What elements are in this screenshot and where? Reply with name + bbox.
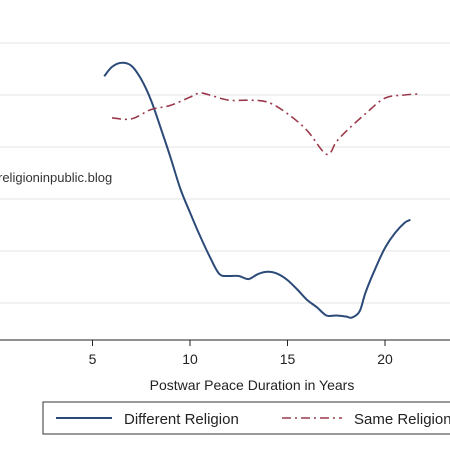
x-tick-label-10: 10: [182, 351, 198, 367]
series-line-different-religion: [103, 61, 411, 319]
x-tick-label-20: 20: [377, 351, 393, 367]
legend-label-different-religion: Different Religion: [124, 411, 239, 428]
x-tick-label-5: 5: [89, 351, 97, 367]
series-lines: [103, 61, 419, 319]
series-line-same-religion: [111, 92, 419, 156]
legend: Different Religion Same Religion: [42, 401, 450, 435]
x-tick-label-15: 15: [280, 351, 296, 367]
x-axis-title: Postwar Peace Duration in Years: [150, 377, 355, 393]
grid-lines: [0, 42, 450, 304]
watermark-annotation: religioninpublic.blog: [0, 170, 112, 185]
legend-label-same-religion: Same Religion: [354, 411, 450, 428]
x-axis-ticks: 5 10 15 20: [89, 340, 393, 367]
